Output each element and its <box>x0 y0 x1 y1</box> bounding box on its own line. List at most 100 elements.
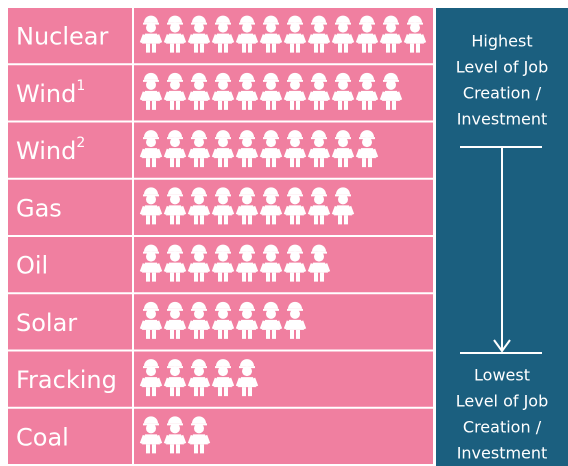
leg <box>314 215 318 225</box>
body <box>214 148 232 159</box>
label-cell <box>8 179 132 235</box>
helmet <box>240 130 254 138</box>
leg <box>176 329 180 339</box>
leg <box>224 387 228 397</box>
leg <box>320 100 324 110</box>
helmet <box>360 72 374 80</box>
body <box>382 90 400 101</box>
category-text: Wind <box>16 137 76 165</box>
arms <box>139 91 163 101</box>
leg <box>410 43 414 53</box>
head <box>218 79 228 90</box>
leg <box>296 100 300 110</box>
head <box>362 22 372 33</box>
arms <box>379 34 403 44</box>
body <box>262 205 280 216</box>
head <box>170 137 180 148</box>
body <box>190 319 208 330</box>
helmet <box>192 244 206 252</box>
arms <box>259 148 283 158</box>
arms <box>211 320 235 330</box>
icon-row <box>139 130 379 168</box>
leg <box>218 100 222 110</box>
head <box>242 22 252 33</box>
helmet <box>288 15 302 23</box>
arms <box>307 91 331 101</box>
leg <box>362 158 366 168</box>
leg <box>242 272 246 282</box>
body <box>142 90 160 101</box>
leg <box>170 158 174 168</box>
head <box>146 22 156 33</box>
leg <box>170 444 174 454</box>
body <box>238 148 256 159</box>
arms <box>187 34 211 44</box>
helmet <box>144 244 158 252</box>
leg <box>194 100 198 110</box>
leg <box>152 387 156 397</box>
arms <box>211 91 235 101</box>
category-label: Nuclear <box>16 23 109 51</box>
body <box>406 33 424 44</box>
leg <box>344 158 348 168</box>
category-label: Coal <box>16 423 69 451</box>
helmet <box>240 72 254 80</box>
leg <box>320 272 324 282</box>
category-label: Wind1 <box>16 78 85 108</box>
helmet <box>168 187 182 195</box>
leg <box>200 387 204 397</box>
category-text: Nuclear <box>16 23 109 51</box>
leg <box>296 329 300 339</box>
body <box>190 262 208 273</box>
arms <box>187 205 211 215</box>
note-line: Investment <box>457 444 548 463</box>
body <box>214 262 232 273</box>
body <box>238 90 256 101</box>
arms <box>355 34 379 44</box>
leg <box>200 444 204 454</box>
arms <box>139 434 163 444</box>
leg <box>176 387 180 397</box>
leg <box>200 100 204 110</box>
helmet <box>192 416 206 424</box>
arms <box>259 205 283 215</box>
head <box>146 423 156 434</box>
head <box>194 251 204 262</box>
helmet <box>240 187 254 195</box>
body <box>286 148 304 159</box>
helmet <box>144 15 158 23</box>
leg <box>242 387 246 397</box>
head <box>242 251 252 262</box>
leg <box>176 100 180 110</box>
leg <box>314 272 318 282</box>
body <box>310 90 328 101</box>
leg <box>320 43 324 53</box>
body <box>166 319 184 330</box>
head <box>410 22 420 33</box>
helmet <box>168 416 182 424</box>
arms <box>163 34 187 44</box>
body <box>142 262 160 273</box>
helmet <box>144 187 158 195</box>
arms <box>163 377 187 387</box>
icon-row <box>139 187 355 225</box>
leg <box>242 329 246 339</box>
label-cell <box>8 122 132 178</box>
arms <box>139 263 163 273</box>
helmet <box>336 72 350 80</box>
label-cell <box>8 408 132 464</box>
arms <box>211 205 235 215</box>
leg <box>362 100 366 110</box>
leg <box>290 215 294 225</box>
leg <box>242 43 246 53</box>
body <box>166 148 184 159</box>
note-line: Creation / <box>463 418 542 437</box>
arms <box>259 263 283 273</box>
helmet <box>216 244 230 252</box>
body <box>310 33 328 44</box>
arms <box>331 34 355 44</box>
helmet <box>264 15 278 23</box>
body <box>214 90 232 101</box>
arms <box>307 263 331 273</box>
head <box>194 79 204 90</box>
